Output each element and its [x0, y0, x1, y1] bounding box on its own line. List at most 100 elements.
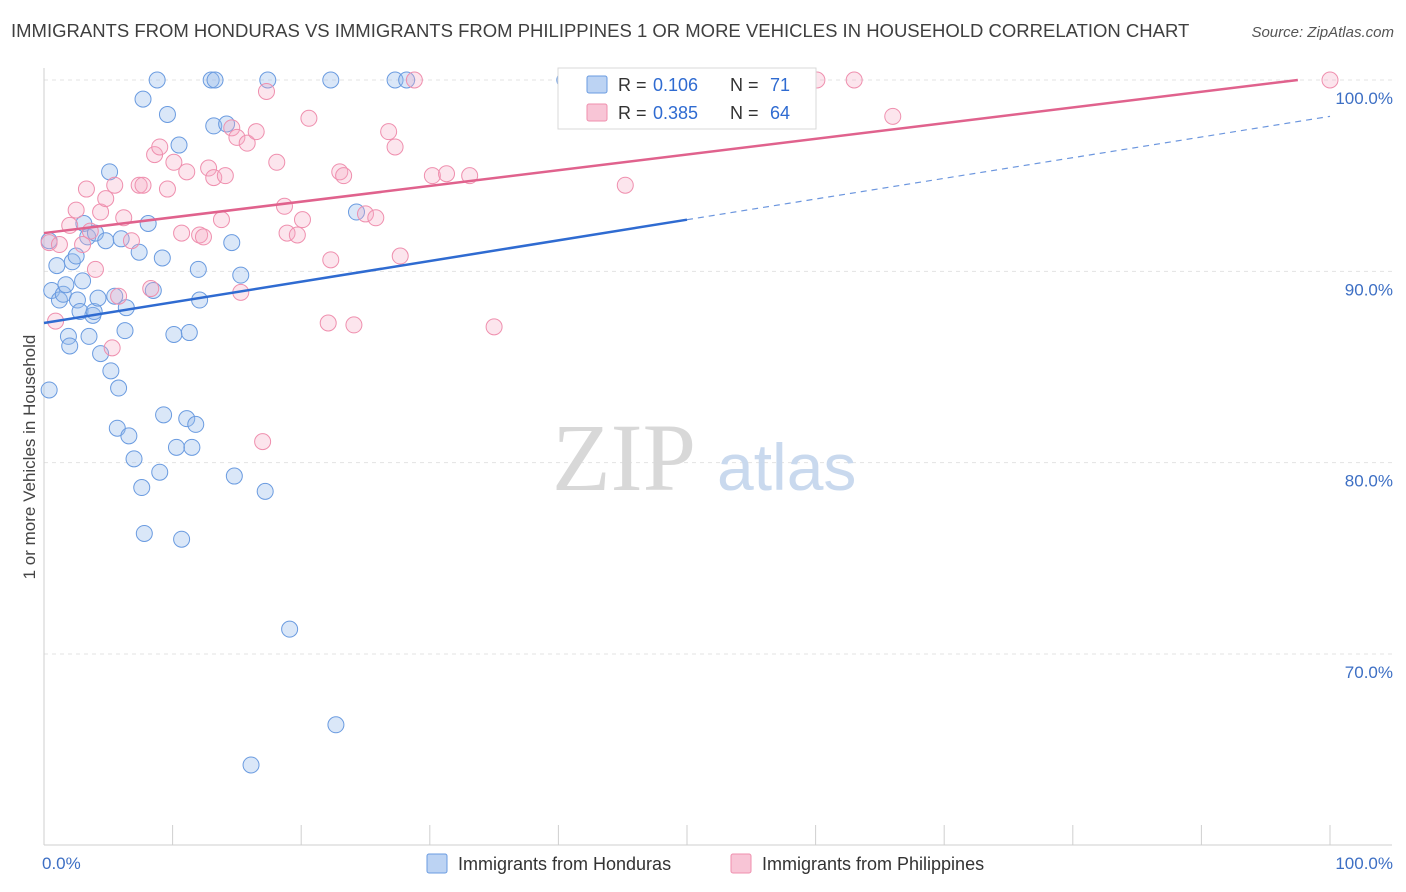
honduras-trend-line [43, 218, 688, 325]
philippines-point [122, 232, 140, 250]
philippines-point [200, 159, 218, 177]
honduras-point [133, 479, 151, 497]
honduras-point [223, 234, 241, 252]
honduras-point [322, 71, 340, 89]
honduras-point [202, 71, 220, 89]
philippines-trend-line [43, 78, 1299, 235]
philippines-point [77, 180, 95, 198]
chart-title: IMMIGRANTS FROM HONDURAS VS IMMIGRANTS F… [11, 20, 1190, 41]
legend-swatch-philippines [586, 103, 608, 122]
philippines-point [322, 251, 340, 269]
philippines-point [40, 234, 58, 252]
philippines-point [151, 138, 169, 156]
honduras-point [148, 71, 166, 89]
philippines-point [884, 107, 902, 125]
honduras-point [386, 71, 404, 89]
y-axis-label: 1 or more Vehicles in Household [20, 335, 39, 580]
legend-n-value-philippines: 64 [770, 103, 790, 123]
honduras-point [101, 163, 119, 181]
bottom-legend-swatch-honduras [426, 853, 448, 874]
honduras-point [144, 281, 162, 299]
philippines-point [319, 314, 337, 332]
philippines-point [288, 226, 306, 244]
legend-r-value-honduras: 0.106 [653, 75, 698, 95]
honduras-point [106, 287, 124, 305]
honduras-point [327, 716, 345, 734]
philippines-point [335, 167, 353, 185]
y-tick-label: 70.0% [1345, 663, 1393, 682]
watermark-zip: ZIP [552, 404, 696, 511]
honduras-point [180, 324, 198, 342]
philippines-point [130, 176, 148, 194]
honduras-point [40, 381, 58, 399]
series-legend: Immigrants from Honduras Immigrants from… [426, 853, 984, 874]
philippines-point [1321, 71, 1339, 89]
honduras-point [74, 272, 92, 290]
philippines-point [845, 71, 863, 89]
honduras-point [170, 136, 188, 154]
philippines-point [616, 176, 634, 194]
axes [43, 68, 1392, 846]
philippines-point [216, 167, 234, 185]
philippines-point [194, 228, 212, 246]
philippines-point [110, 287, 128, 305]
philippines-point [92, 203, 110, 221]
honduras-point [151, 463, 169, 481]
honduras-point [57, 276, 75, 294]
honduras-point [97, 232, 115, 250]
honduras-point [187, 415, 205, 433]
legend-swatch-honduras [586, 75, 608, 94]
x-tick-label: 0.0% [42, 854, 81, 873]
philippines-point [106, 176, 124, 194]
philippines-point [67, 201, 85, 219]
honduras-point [206, 71, 224, 89]
honduras-point [112, 230, 130, 248]
y-tick-label: 80.0% [1345, 472, 1393, 491]
honduras-point [178, 410, 196, 428]
x-tick-label: 100.0% [1335, 854, 1393, 873]
philippines-point [228, 128, 246, 146]
trend-lines [43, 78, 1331, 325]
honduras-point [120, 427, 138, 445]
legend-n-value-honduras: 71 [770, 75, 790, 95]
philippines-point [357, 205, 374, 223]
philippines-point [247, 123, 265, 141]
philippines-point [386, 138, 404, 156]
legend-r-value-philippines: 0.385 [653, 103, 698, 123]
honduras-point [139, 215, 157, 232]
stats-legend: R = 0.106 N = 71 R = 0.385 N = 64 [557, 67, 817, 130]
honduras-point [135, 524, 153, 542]
legend-n-label-philippines: N = [730, 103, 759, 123]
philippines-point [300, 109, 318, 127]
philippines-point [405, 71, 423, 89]
philippines-point [278, 224, 296, 242]
y-tick-label: 90.0% [1345, 280, 1393, 299]
philippines-point [178, 163, 196, 181]
philippines-point [165, 153, 183, 171]
philippines-point [257, 82, 275, 100]
philippines-point [74, 236, 92, 254]
honduras-point [256, 482, 274, 500]
honduras-point [167, 438, 185, 456]
honduras-point [205, 117, 223, 135]
philippines-point [391, 247, 409, 265]
philippines-point [485, 318, 503, 336]
honduras-point [225, 467, 243, 485]
x-tick-labels: 0.0% 100.0% [42, 854, 1393, 873]
philippines-point [142, 280, 160, 298]
honduras-trend-extension [686, 115, 1331, 221]
honduras-point [134, 90, 152, 108]
philippines-point [223, 119, 241, 137]
philippines-point [380, 123, 398, 141]
legend-n-label-honduras: N = [730, 75, 759, 95]
philippines-point [238, 134, 256, 152]
philippines-point [173, 224, 191, 242]
honduras-point [232, 266, 250, 284]
honduras-point [61, 337, 79, 355]
philippines-point [345, 316, 363, 334]
honduras-point [116, 322, 134, 340]
philippines-point [158, 180, 176, 198]
honduras-point [89, 289, 107, 307]
philippines-point [275, 197, 293, 215]
philippines-point [423, 167, 441, 185]
